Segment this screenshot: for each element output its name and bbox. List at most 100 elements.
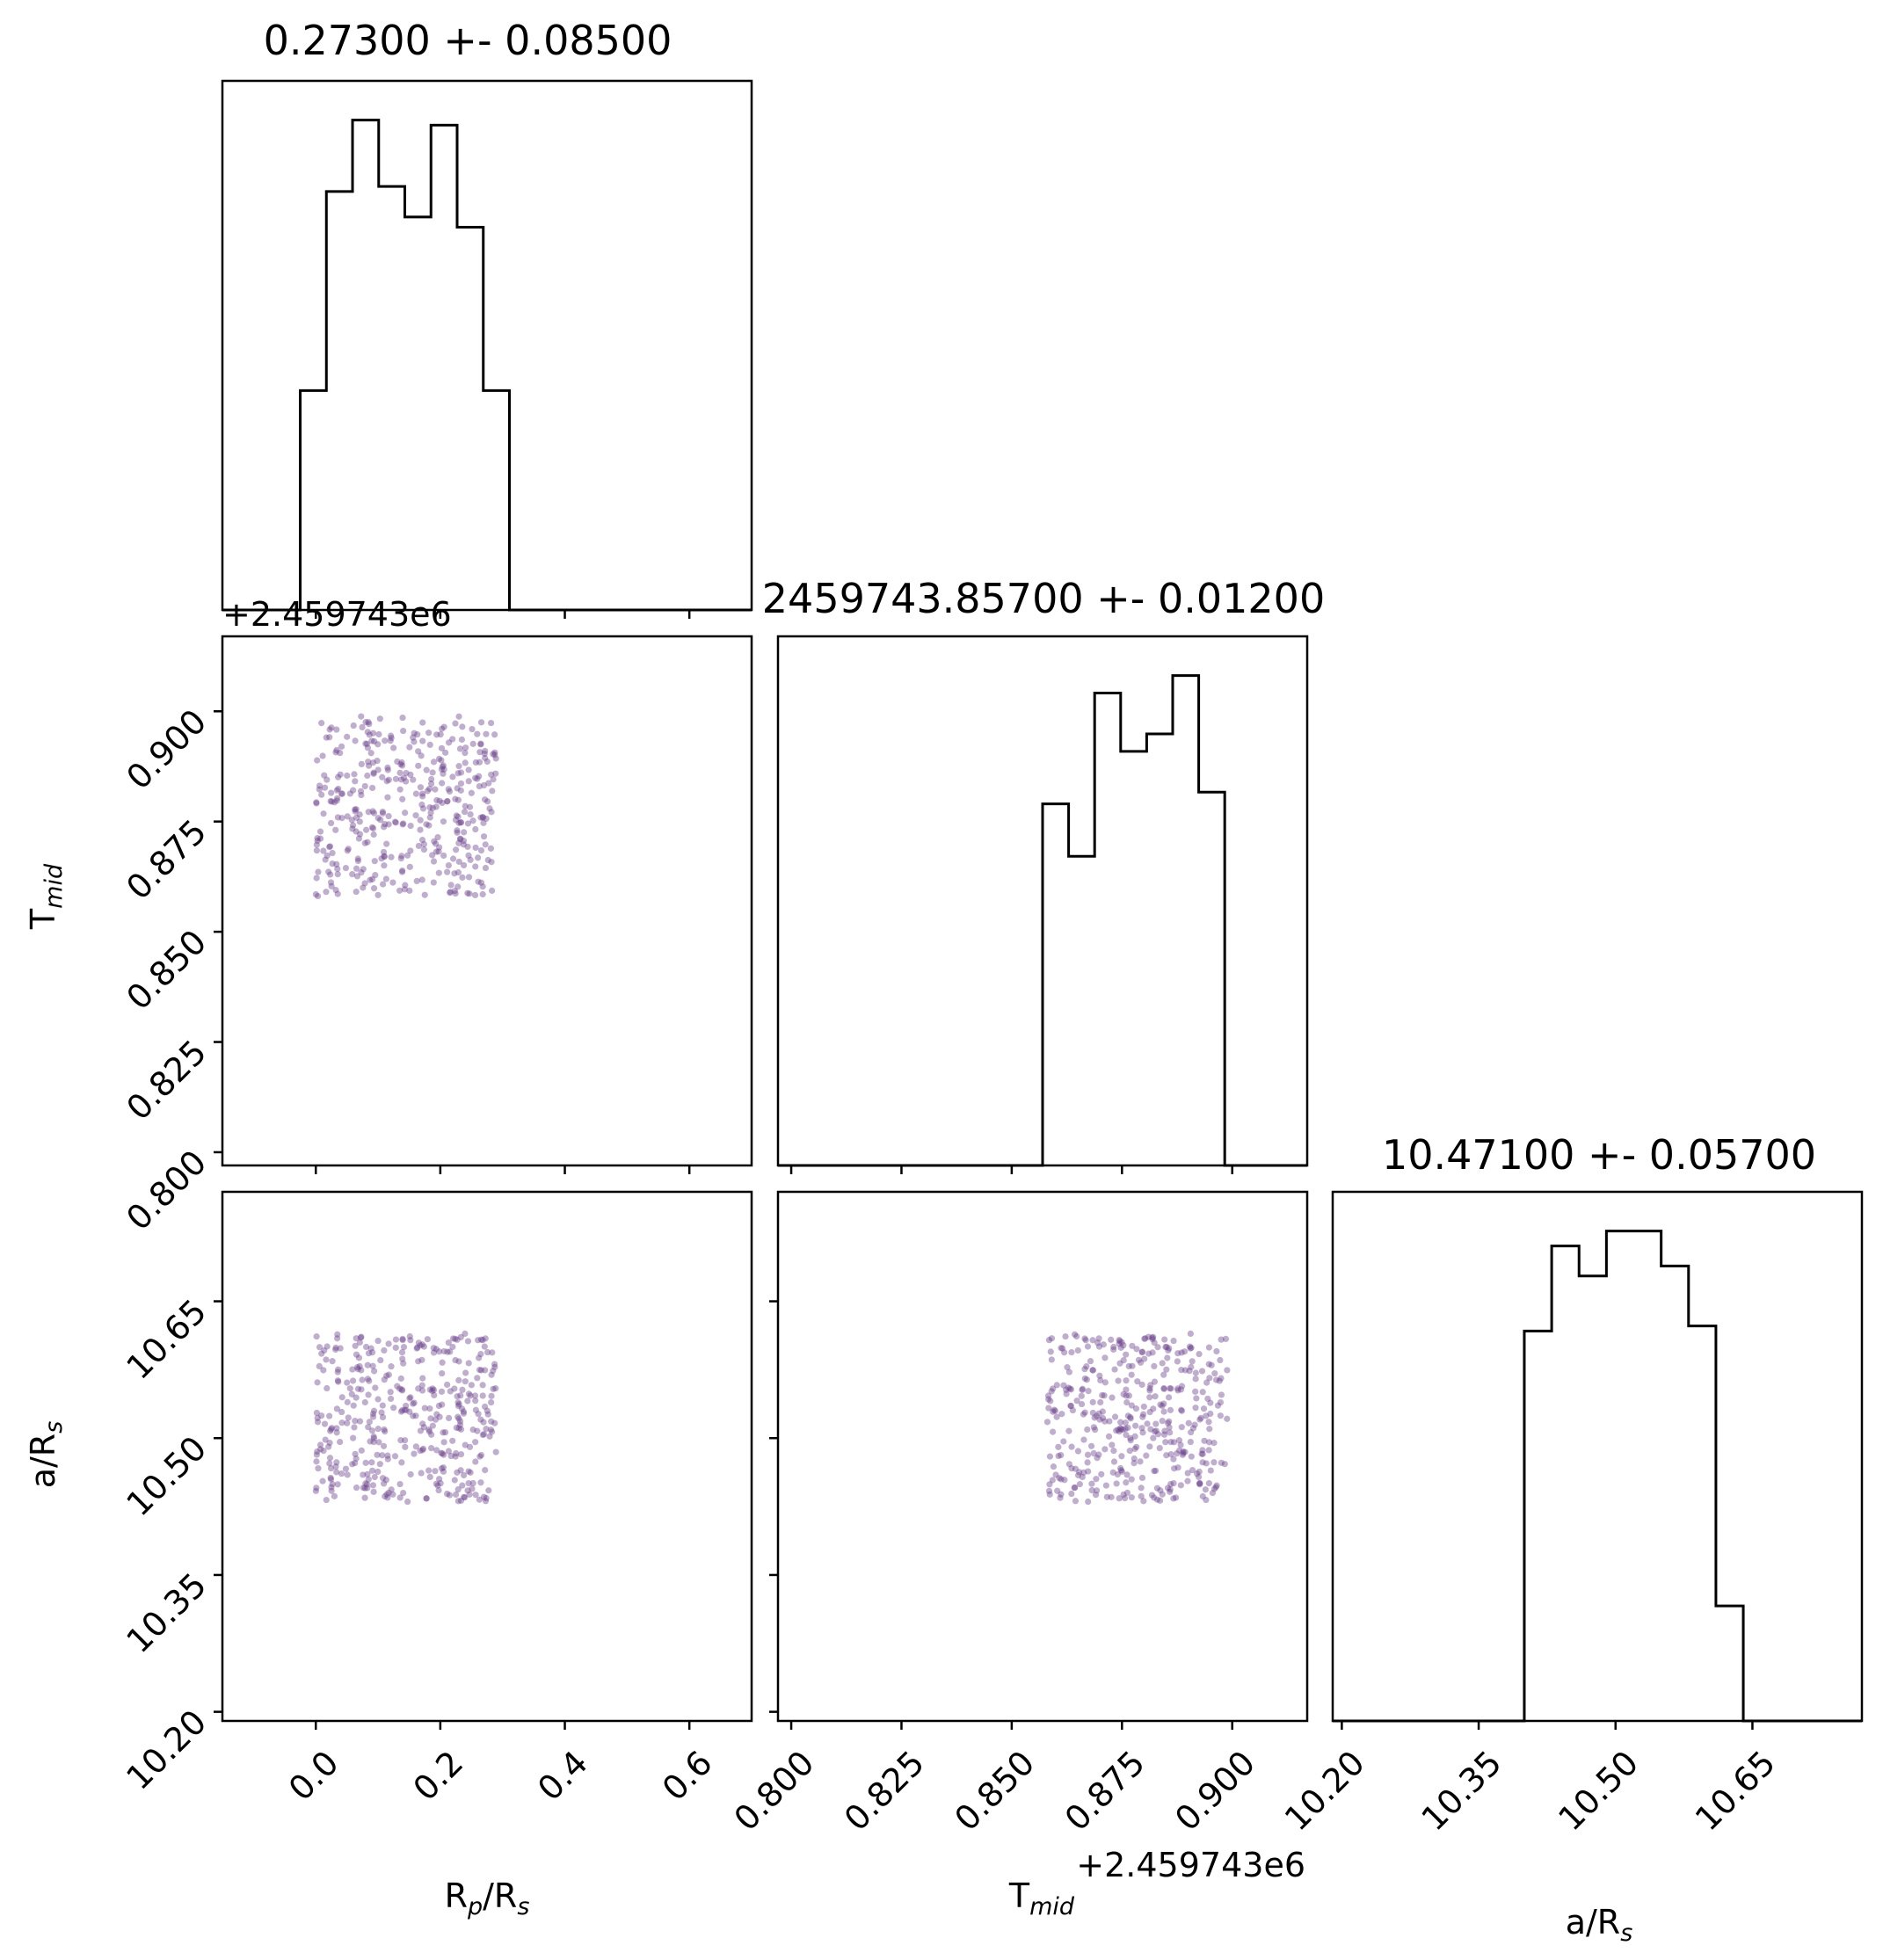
scatter-point — [412, 812, 419, 819]
scatter-point — [321, 1347, 328, 1354]
scatter-point — [323, 889, 330, 896]
scatter-point — [1186, 1368, 1193, 1375]
scatter-point — [1120, 1390, 1127, 1397]
scatter-point — [314, 892, 322, 900]
scatter-point — [429, 1388, 436, 1395]
scatter-point — [327, 797, 334, 805]
scatter-point — [446, 739, 453, 746]
scatter-point — [364, 1376, 372, 1383]
scatter-point — [402, 809, 409, 817]
scatter-point — [367, 876, 374, 883]
scatter-point — [323, 734, 330, 741]
scatter-point — [433, 731, 440, 738]
scatter-point — [479, 814, 486, 821]
xlabel-ars-sub: s — [1620, 1920, 1632, 1947]
scatter-point — [1137, 1458, 1144, 1465]
scatter-point — [482, 841, 489, 848]
scatter-point — [481, 750, 488, 758]
scatter-point — [332, 1344, 339, 1351]
scatter-point — [381, 1347, 388, 1354]
scatter-point — [459, 723, 466, 730]
scatter-point — [458, 1405, 466, 1412]
scatter-point — [379, 809, 387, 817]
scatter-point — [465, 1390, 473, 1397]
scatter-point — [1108, 1493, 1115, 1500]
scatter-point — [1159, 1402, 1166, 1410]
scatter-point — [1149, 1336, 1156, 1343]
scatter-point — [439, 1369, 446, 1377]
scatter-point — [427, 1444, 435, 1452]
scatter-point — [396, 887, 404, 894]
scatter-point — [488, 1392, 495, 1399]
scatter-point — [370, 831, 377, 838]
scatter-point — [482, 747, 489, 755]
scatter-point — [399, 1355, 406, 1362]
scatter-point — [1100, 1341, 1107, 1348]
scatter-point — [472, 774, 479, 781]
scatter-point — [417, 1342, 424, 1349]
scatter-point — [328, 798, 336, 805]
scatter-point — [404, 852, 411, 859]
scatter-point — [350, 787, 357, 794]
scatter-point — [1113, 1480, 1120, 1487]
scatter-point — [383, 778, 390, 785]
scatter-point — [428, 775, 435, 783]
scatter-point — [335, 1378, 342, 1385]
scatter-point — [366, 1419, 373, 1426]
scatter-point — [1120, 1342, 1127, 1349]
scatter-point — [1116, 1427, 1123, 1435]
scatter-point — [388, 732, 395, 739]
scatter-point — [469, 817, 476, 824]
scatter-point — [1113, 1427, 1120, 1434]
scatter-point — [1076, 1469, 1083, 1476]
scatter-point — [412, 1443, 420, 1450]
scatter-point — [326, 843, 333, 851]
scatter-point — [452, 1335, 459, 1342]
scatter-point — [369, 824, 377, 832]
scatter-point — [415, 1385, 422, 1392]
scatter-point — [353, 828, 360, 835]
scatter-point — [1159, 1360, 1166, 1367]
scatter-point — [439, 780, 446, 787]
scatter-point — [334, 1377, 341, 1384]
scatter-point — [1078, 1392, 1085, 1399]
scatter-point — [488, 1398, 495, 1406]
scatter-point — [476, 759, 483, 766]
scatter-point — [351, 1424, 358, 1431]
scatter-point — [480, 1419, 487, 1426]
xlabel-rp: Rp/Rs — [445, 1877, 530, 1920]
scatter-point — [319, 752, 326, 759]
scatter-point — [1211, 1369, 1218, 1377]
scatter-point — [1127, 1434, 1134, 1441]
scatter-point — [337, 750, 344, 757]
scatter-point — [328, 1425, 336, 1432]
scatter-point — [455, 819, 462, 826]
scatter-point — [314, 1419, 322, 1426]
scatter-point — [410, 776, 417, 783]
histogram-rp — [222, 119, 752, 612]
scatter-point — [400, 1360, 407, 1367]
scatter-point — [369, 1413, 377, 1420]
scatter-point — [1088, 1480, 1095, 1487]
scatter-point — [333, 1425, 340, 1432]
scatter-point — [1045, 1405, 1052, 1412]
scatter-point — [324, 1384, 331, 1392]
scatter-point — [367, 1438, 374, 1445]
scatter-point — [349, 825, 356, 832]
scatter-point — [316, 1446, 324, 1453]
scatter-point — [394, 758, 401, 766]
scatter-point — [480, 819, 487, 826]
scatter-point — [449, 773, 456, 780]
scatter-point — [467, 856, 474, 863]
scatter-point — [1160, 1371, 1167, 1378]
scatter-point — [480, 1431, 488, 1438]
scatter-point — [1138, 1348, 1145, 1356]
scatter-point — [456, 745, 464, 752]
scatter-point — [460, 841, 468, 848]
scatter-point — [332, 1346, 339, 1354]
scatter-point — [316, 786, 323, 793]
scatter-point — [485, 1487, 492, 1494]
scatter-point — [1156, 1444, 1163, 1452]
scatter-point — [1207, 1467, 1214, 1474]
scatter-point — [433, 796, 440, 804]
